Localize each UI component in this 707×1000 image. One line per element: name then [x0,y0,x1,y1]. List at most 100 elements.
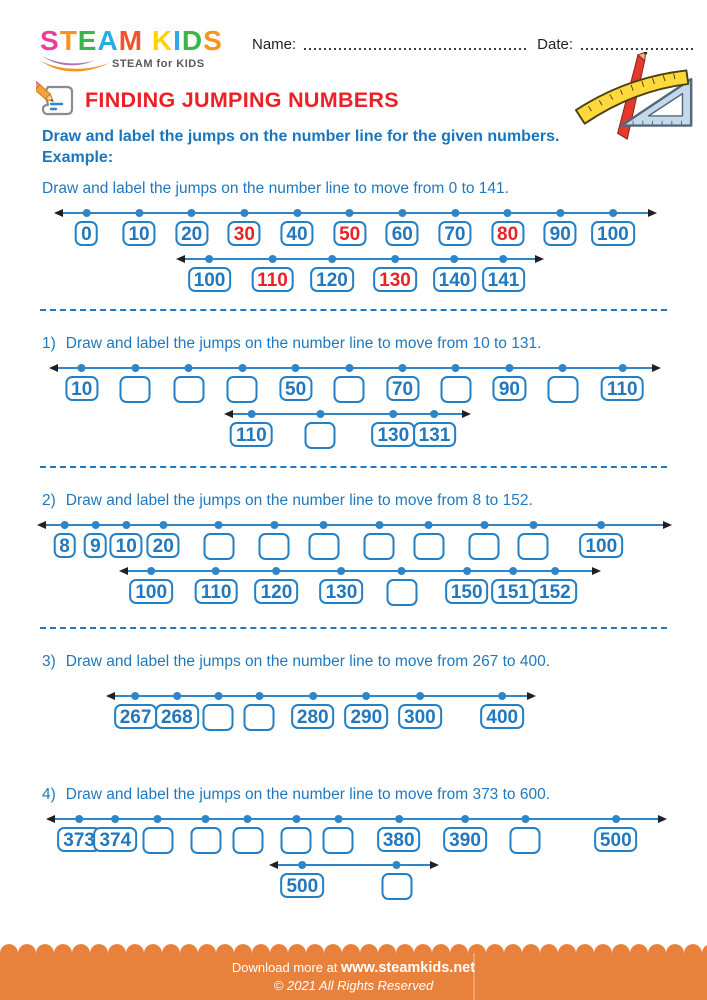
logo-tagline: STEAM for KIDS [112,58,205,70]
answer-box[interactable] [190,827,222,854]
answer-box[interactable] [203,533,235,560]
jump-dot [153,815,162,823]
number-line: 373 374 380 390 500 [46,815,667,859]
jump-dot [450,255,459,263]
numline-slot [517,521,549,560]
footer: Download more at www.steamkids.net © 202… [0,944,707,1000]
numline-slot: 10 [65,364,99,401]
number-box: 130 [319,579,364,604]
number-line-axis [49,364,661,372]
jump-dot [550,567,559,575]
jump-dot [240,209,249,217]
jump-dot [345,209,354,217]
footer-scallop-edge [0,944,707,953]
jump-dot [415,692,424,700]
answer-box[interactable] [547,376,579,403]
answer-box[interactable] [386,579,418,606]
numline-slot: 50 [279,364,313,401]
answer-box[interactable] [226,376,258,403]
numline-slot: 20 [146,521,180,558]
number-line-axis [269,861,439,869]
jump-dot [91,521,100,529]
number-box: 10 [109,533,143,558]
number-box: 20 [175,221,209,246]
name-date-row: Name: Date: [252,36,695,53]
numline-slot: 120 [310,255,354,292]
jump-dot [337,567,346,575]
question-number: 3) [42,653,56,670]
answer-box[interactable] [333,376,365,403]
numline-slot [386,567,418,606]
answer-box[interactable] [173,376,205,403]
answer-box[interactable] [243,704,275,731]
jump-dot [398,209,407,217]
jump-dot [212,567,221,575]
date-input-line[interactable] [581,48,693,50]
logo-letter: E [77,25,98,56]
answer-box[interactable] [381,873,413,900]
numline-slot: 110 [600,364,644,401]
answer-box[interactable] [517,533,549,560]
numline-slot: 150 [444,567,489,604]
numline-slot: 500 [593,815,638,852]
answer-box[interactable] [440,376,472,403]
number-box: 151 [491,579,535,604]
jump-dot [389,410,398,418]
jump-dot [292,815,301,823]
answer-box[interactable] [280,827,312,854]
jump-dot [334,815,343,823]
numline-slot: 152 [533,567,577,604]
jump-dot [255,692,264,700]
jump-dot [187,209,196,217]
jump-dot [503,209,512,217]
numline-slot: 141 [481,255,526,292]
numline-slot: 130 [371,410,416,447]
answer-box[interactable] [258,533,290,560]
numline-slot: 90 [492,364,527,401]
numline-slot: 100 [129,567,174,604]
footer-divider [473,953,475,1000]
numline-slot: 280 [290,692,335,729]
number-box: 280 [290,704,335,729]
numline-slot: 151 [491,567,535,604]
answer-box[interactable] [308,533,340,560]
numline-slot [322,815,354,854]
answer-box[interactable] [322,827,354,854]
jump-dot [201,815,210,823]
jump-dot [135,209,144,217]
number-box: 152 [533,579,577,604]
jump-dot [147,567,156,575]
number-box: 100 [187,267,232,292]
jump-dot [131,364,140,372]
number-box: 500 [280,873,325,898]
number-box: 50 [333,221,367,246]
answer-box[interactable] [119,376,151,403]
numline-slot: 70 [385,364,420,401]
name-input-line[interactable] [304,48,530,50]
header: STEAM KIDS STEAM for KIDS Name: Date: [0,0,707,74]
footer-site-link[interactable]: www.steamkids.net [341,960,476,976]
answer-box[interactable] [413,533,445,560]
answer-box[interactable] [202,704,234,731]
numline-slot: 30 [227,209,261,246]
jump-dot [75,815,84,823]
answer-box[interactable] [363,533,395,560]
question-1-prompt: 1) Draw and label the jumps on the number… [42,335,542,352]
answer-box[interactable] [509,827,541,854]
numline-slot: 120 [254,567,299,604]
jump-dot [205,255,214,263]
numline-slot: 400 [480,692,525,729]
numline-slot: 131 [412,410,457,447]
number-line: 10 50 70 90 110 [49,364,661,408]
answer-box[interactable] [232,827,264,854]
jump-dot [159,521,168,529]
numline-slot: 300 [398,692,442,729]
numline-slot: 10 [122,209,156,246]
numline-slot: 390 [443,815,487,852]
question-number: 2) [42,492,56,509]
answer-box[interactable] [142,827,173,854]
number-line: 0 10 20 30 40 50 60 70 80 90 100 [54,209,657,253]
answer-box[interactable] [468,533,500,560]
logo-letter: S [203,25,223,56]
answer-box[interactable] [304,422,336,449]
